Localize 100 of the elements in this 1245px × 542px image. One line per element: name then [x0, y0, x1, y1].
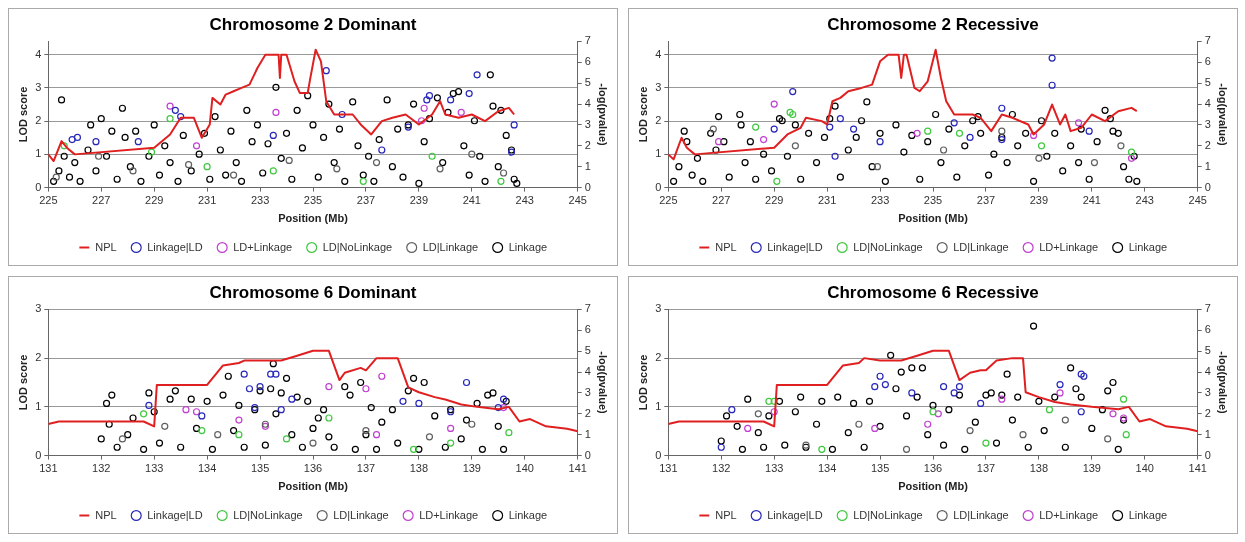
chart-title: Chromosome 2 Dominant	[209, 14, 417, 34]
point	[277, 406, 285, 414]
point	[971, 418, 979, 426]
point	[214, 431, 222, 439]
y2-tick-label: 3	[584, 385, 591, 398]
point	[309, 439, 317, 447]
x-tick-label: 133	[145, 462, 164, 475]
point	[428, 152, 436, 160]
point	[998, 391, 1006, 399]
point	[1080, 372, 1088, 380]
legend-label: Linkage|LD	[147, 508, 203, 521]
x-tick-label: 138	[1029, 462, 1049, 475]
legend-label: Linkage	[508, 508, 548, 521]
legend-label: NPL	[95, 508, 117, 521]
point	[198, 426, 206, 435]
point	[1077, 370, 1085, 378]
point	[95, 152, 103, 160]
point	[715, 138, 723, 146]
point	[902, 445, 911, 453]
point	[781, 441, 789, 449]
point	[333, 165, 341, 173]
x-tick-label: 134	[817, 462, 837, 475]
point	[850, 125, 858, 133]
x-tick-label: 131	[39, 462, 58, 475]
point	[1056, 389, 1064, 397]
y2-axis-title: -log(pvalue)	[1217, 351, 1230, 414]
point	[913, 129, 921, 137]
point	[269, 131, 277, 139]
y2-tick-label: 0	[1204, 448, 1211, 461]
point	[738, 445, 747, 453]
legend-label: LD|NoLinkage	[853, 240, 923, 253]
x-tick-label: 239	[1029, 194, 1049, 207]
x-tick-label: 231	[817, 194, 837, 207]
x-tick-label: 140	[1135, 462, 1154, 475]
point	[425, 92, 434, 100]
point	[372, 158, 381, 167]
y2-tick-label: 0	[1204, 180, 1211, 193]
point	[929, 408, 937, 416]
point	[709, 125, 717, 133]
x-tick-label: 132	[92, 462, 111, 475]
point	[1074, 119, 1083, 127]
point	[876, 422, 884, 430]
x-axis-title: Position (Mb)	[898, 212, 969, 225]
legend-label: LD|Linkage	[333, 508, 389, 521]
point	[850, 399, 858, 407]
point	[192, 408, 201, 416]
point	[860, 443, 868, 451]
point	[171, 106, 179, 114]
point	[1048, 81, 1056, 89]
point	[934, 410, 942, 418]
point	[918, 364, 927, 372]
point	[73, 133, 82, 142]
point	[462, 378, 471, 387]
y-tick-label: 0	[35, 180, 42, 193]
point	[185, 161, 193, 169]
point	[950, 389, 958, 397]
y-tick-label: 0	[35, 448, 42, 461]
y-tick-label: 4	[35, 47, 42, 60]
chart-title: Chromosome 6 Recessive	[827, 282, 1039, 302]
point	[1090, 158, 1099, 167]
point	[717, 443, 725, 451]
legend-label: LD|NoLinkage	[233, 508, 303, 521]
x-tick-label: 135	[870, 462, 890, 475]
point	[409, 445, 418, 453]
x-axis-title: Position (Mb)	[278, 212, 349, 225]
y2-tick-label: 6	[584, 55, 591, 68]
point	[966, 133, 974, 142]
point	[68, 135, 76, 144]
point	[791, 408, 799, 416]
point	[855, 420, 863, 428]
y2-tick-label: 4	[1204, 365, 1211, 378]
point	[982, 391, 990, 399]
point	[752, 123, 760, 131]
legend-label: Linkage|LD	[147, 240, 203, 253]
x-tick-label: 235	[923, 194, 943, 207]
x-axis-title: Position (Mb)	[898, 480, 969, 493]
point	[1019, 431, 1027, 439]
point	[1119, 395, 1128, 403]
y-tick-label: 3	[35, 80, 42, 93]
x-axis-title: Position (Mb)	[278, 480, 349, 493]
point	[161, 422, 169, 430]
x-tick-label: 131	[659, 462, 678, 475]
point	[1109, 410, 1117, 418]
point	[908, 364, 916, 372]
point	[145, 401, 153, 410]
point	[372, 431, 381, 439]
point	[770, 100, 778, 108]
point	[828, 445, 837, 453]
y2-axis-title: -log(pvalue)	[1217, 83, 1230, 146]
point	[865, 397, 874, 405]
x-tick-label: 243	[1135, 194, 1154, 207]
point	[902, 412, 911, 420]
point	[468, 150, 476, 158]
point	[831, 152, 839, 160]
y2-tick-label: 7	[1204, 34, 1211, 47]
x-tick-label: 134	[197, 462, 217, 475]
point	[760, 135, 768, 144]
x-tick-label: 139	[1082, 462, 1101, 475]
point	[1085, 127, 1093, 135]
y2-tick-label: 5	[1204, 76, 1211, 89]
